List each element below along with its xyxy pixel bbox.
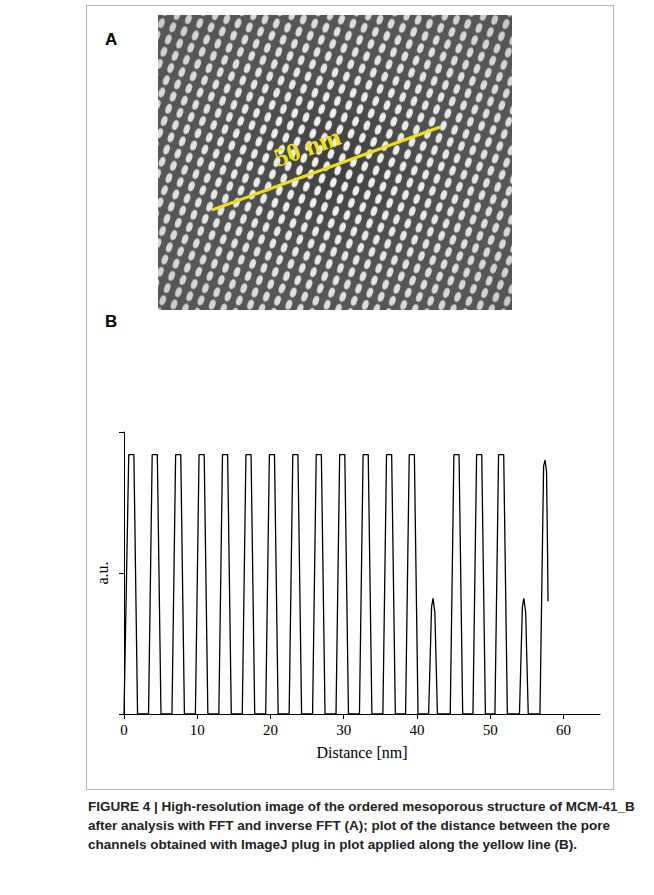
svg-text:40: 40 (409, 722, 424, 738)
html-text:A: A (105, 30, 118, 49)
svg-text:50 nm: 50 nm (270, 122, 345, 173)
svg-text:60: 60 (556, 722, 571, 738)
svg-text:0: 0 (120, 722, 128, 738)
svg-text:50: 50 (483, 722, 498, 738)
svg-text:10: 10 (190, 722, 205, 738)
svg-text:30: 30 (336, 722, 351, 738)
svg-text:20: 20 (263, 722, 278, 738)
svg-text:Distance [nm]: Distance [nm] (316, 744, 407, 761)
html-text:B: B (105, 312, 118, 331)
svg-text:a.u.: a.u. (94, 561, 111, 584)
html-text:FIGURE 4 | High-resolution ima: FIGURE 4 | High-resolution image of the … (88, 799, 635, 852)
